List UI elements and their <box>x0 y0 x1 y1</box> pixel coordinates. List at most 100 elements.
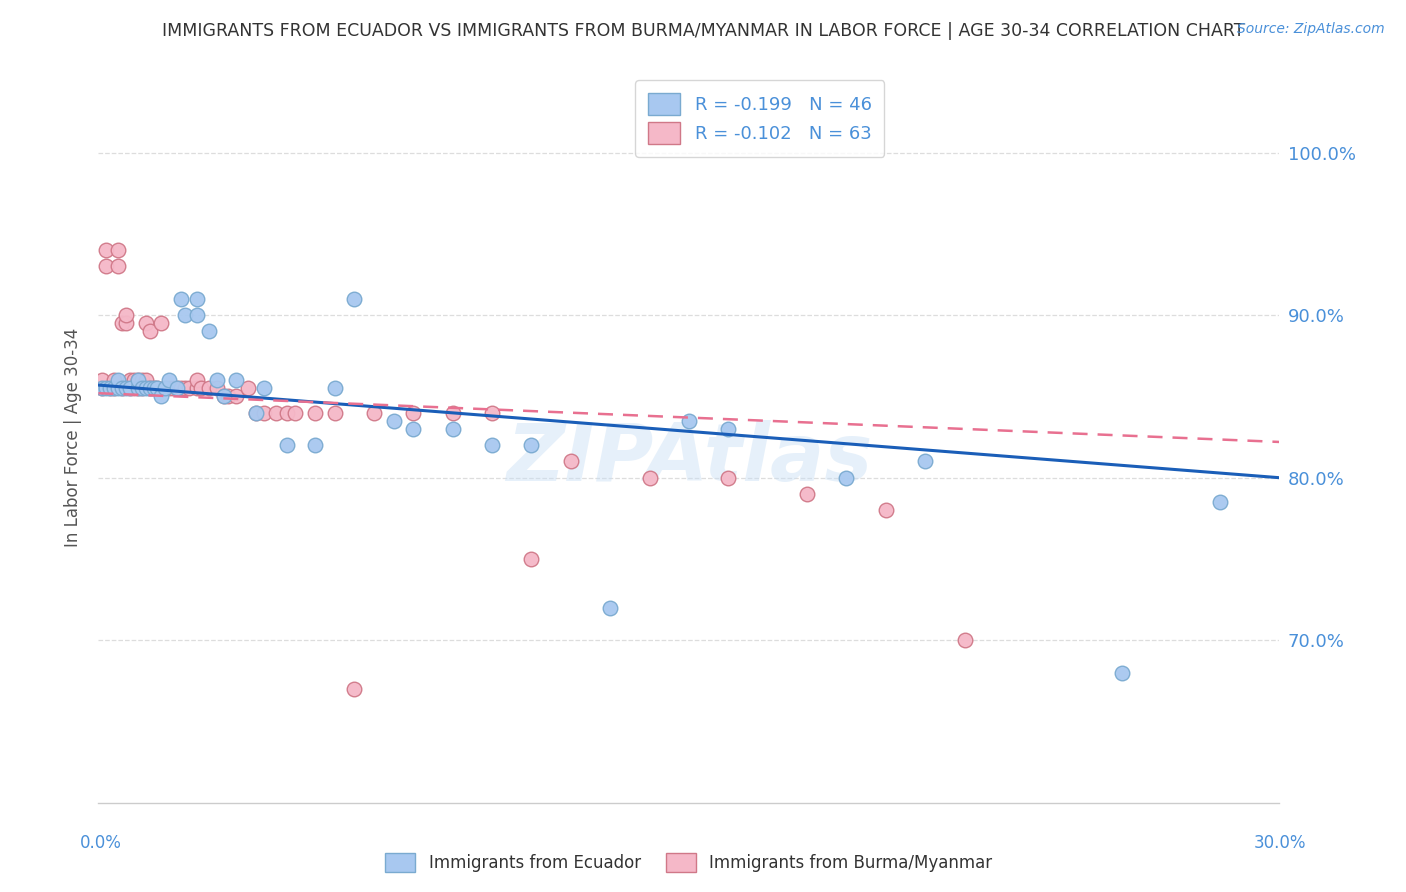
Point <box>107 260 129 274</box>
Point <box>91 373 114 387</box>
Point <box>441 422 464 436</box>
Point <box>122 373 145 387</box>
Point <box>103 381 125 395</box>
Point <box>135 316 157 330</box>
Point <box>363 406 385 420</box>
Point <box>122 381 145 395</box>
Point <box>186 308 208 322</box>
Point <box>170 381 193 395</box>
Point <box>284 406 307 420</box>
Point <box>875 503 897 517</box>
Point <box>402 422 425 436</box>
Point <box>170 292 193 306</box>
Point <box>138 381 160 395</box>
Point <box>481 438 503 452</box>
Point <box>1111 665 1133 680</box>
Point <box>157 373 180 387</box>
Point <box>560 454 582 468</box>
Point <box>253 406 276 420</box>
Point <box>599 600 621 615</box>
Point <box>197 325 219 339</box>
Point <box>276 406 298 420</box>
Point <box>441 406 464 420</box>
Point <box>520 552 543 566</box>
Point <box>118 381 141 395</box>
Point <box>177 381 200 395</box>
Point <box>135 373 157 387</box>
Point <box>115 308 138 322</box>
Point <box>131 381 153 395</box>
Point <box>236 381 259 395</box>
Point <box>115 381 138 395</box>
Point <box>107 243 129 257</box>
Point <box>835 471 858 485</box>
Point <box>253 381 276 395</box>
Point <box>186 292 208 306</box>
Point <box>107 373 129 387</box>
Point <box>98 381 121 395</box>
Y-axis label: In Labor Force | Age 30-34: In Labor Force | Age 30-34 <box>65 327 83 547</box>
Point <box>638 471 661 485</box>
Text: IMMIGRANTS FROM ECUADOR VS IMMIGRANTS FROM BURMA/MYANMAR IN LABOR FORCE | AGE 30: IMMIGRANTS FROM ECUADOR VS IMMIGRANTS FR… <box>162 22 1244 40</box>
Point <box>127 381 149 395</box>
Point <box>127 373 149 387</box>
Point <box>127 381 149 395</box>
Point <box>96 243 118 257</box>
Point <box>155 381 177 395</box>
Point <box>103 373 125 387</box>
Point <box>678 414 700 428</box>
Point <box>214 389 236 403</box>
Point <box>217 389 239 403</box>
Point <box>343 681 366 696</box>
Point <box>96 260 118 274</box>
Point <box>157 381 180 395</box>
Point <box>91 381 114 395</box>
Point <box>245 406 267 420</box>
Point <box>402 406 425 420</box>
Point <box>118 373 141 387</box>
Point <box>245 406 267 420</box>
Point <box>304 438 326 452</box>
Point <box>323 406 346 420</box>
Point <box>214 389 236 403</box>
Point <box>138 381 160 395</box>
Point <box>166 381 188 395</box>
Point <box>186 381 208 395</box>
Point <box>276 438 298 452</box>
Point <box>98 381 121 395</box>
Point <box>323 381 346 395</box>
Point <box>914 454 936 468</box>
Point <box>174 308 197 322</box>
Point <box>146 381 169 395</box>
Text: 30.0%: 30.0% <box>1253 834 1306 852</box>
Point <box>304 406 326 420</box>
Point <box>111 381 134 395</box>
Point <box>186 373 208 387</box>
Point <box>1209 495 1232 509</box>
Point <box>142 381 165 395</box>
Text: Source: ZipAtlas.com: Source: ZipAtlas.com <box>1237 22 1385 37</box>
Point <box>481 406 503 420</box>
Point <box>131 373 153 387</box>
Point <box>225 389 247 403</box>
Point <box>953 633 976 648</box>
Point <box>382 414 405 428</box>
Point <box>796 487 818 501</box>
Point <box>205 373 228 387</box>
Point <box>96 381 118 395</box>
Point <box>91 381 114 395</box>
Point <box>162 381 184 395</box>
Point <box>225 373 247 387</box>
Point <box>131 381 153 395</box>
Point <box>155 381 177 395</box>
Point <box>166 381 188 395</box>
Point <box>103 381 125 395</box>
Point <box>264 406 287 420</box>
Point <box>115 316 138 330</box>
Point <box>197 381 219 395</box>
Point <box>118 381 141 395</box>
Point <box>127 373 149 387</box>
Point <box>205 381 228 395</box>
Point <box>343 292 366 306</box>
Point <box>142 381 165 395</box>
